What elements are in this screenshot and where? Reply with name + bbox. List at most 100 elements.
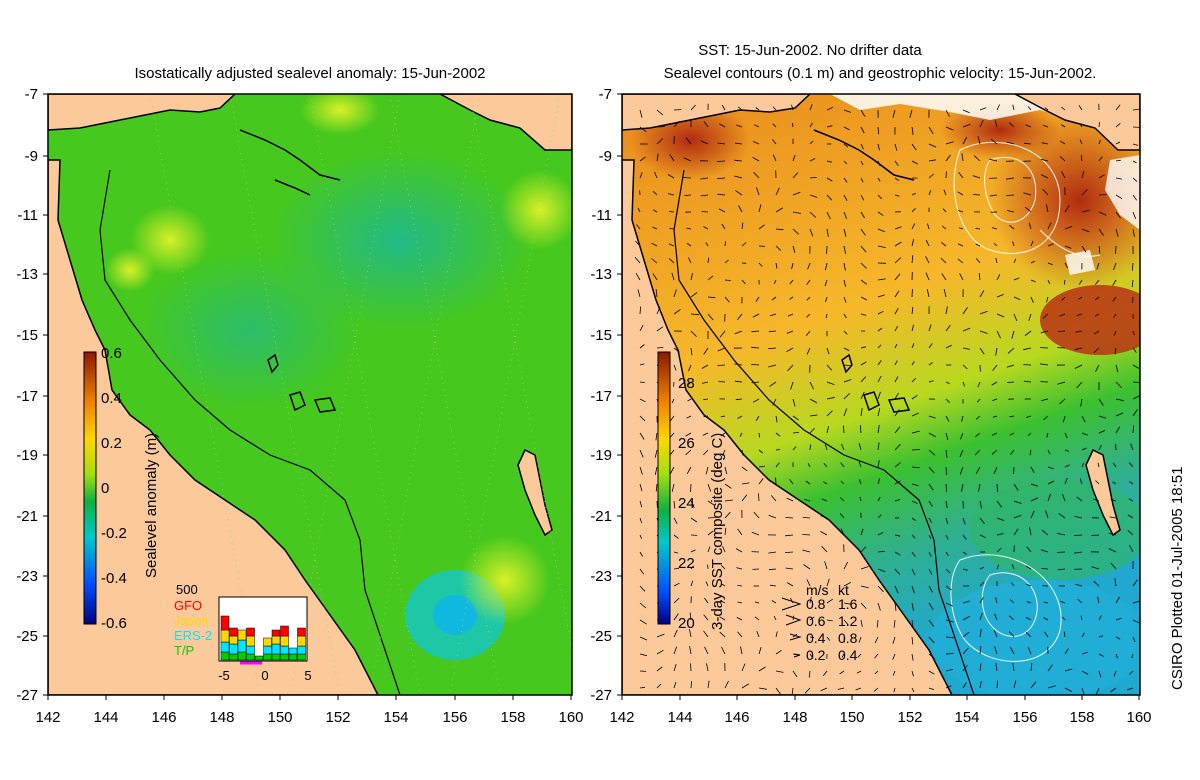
velocity-arrow (995, 663, 998, 672)
velocity-arrow (1095, 364, 1100, 372)
velocity-arrow (860, 313, 867, 316)
velocity-arrow (957, 243, 964, 247)
velocity-arrow (992, 398, 998, 401)
velocity-arrow (785, 551, 794, 553)
right-ytick: -7 (599, 86, 612, 103)
velocity-arrow (858, 460, 862, 468)
geostrophic-velocity-arrows (634, 103, 1140, 695)
left-ytick: -17 (16, 388, 38, 405)
velocity-arrow (651, 258, 658, 264)
velocity-arrow (979, 290, 985, 298)
velocity-arrow (690, 549, 696, 553)
velocity-arrow (1081, 462, 1085, 468)
velocity-arrow (707, 530, 714, 536)
velocity-arrow (1023, 347, 1032, 351)
left-ytick: -7 (25, 86, 38, 103)
velocity-arrow (1074, 364, 1083, 369)
velocity-arrow (756, 630, 760, 638)
velocity-arrow (809, 104, 813, 111)
velocity-arrow (1093, 347, 1100, 353)
velocity-arrow (1030, 483, 1039, 487)
velocity-arrow (1098, 653, 1104, 657)
inset-bar (297, 635, 306, 647)
velocity-arrow (843, 330, 848, 335)
velocity-arrow (962, 517, 966, 525)
left-axis-ticks (43, 93, 572, 700)
velocity-arrow (1045, 510, 1049, 519)
velocity-arrow (945, 534, 949, 540)
velocity-arrow (751, 381, 760, 384)
velocity-arrow (1076, 313, 1083, 316)
velocity-arrow (1129, 481, 1134, 485)
velocity-arrow (928, 190, 932, 196)
velocity-arrow (843, 177, 848, 183)
velocity-arrow (741, 683, 750, 689)
velocity-arrow (945, 126, 954, 131)
velocity-arrow (639, 449, 644, 458)
velocity-arrow (707, 483, 712, 492)
velocity-arrow (673, 582, 680, 587)
velocity-arrow (945, 109, 950, 117)
velocity-arrow (1030, 466, 1035, 473)
velocity-arrow (639, 500, 643, 508)
velocity-arrow (860, 245, 867, 253)
velocity-arrow (717, 364, 726, 366)
velocity-arrow (809, 596, 812, 604)
velocity-arrow (860, 143, 864, 150)
velocity-arrow (656, 138, 663, 145)
velocity-arrow (840, 462, 845, 468)
velocity-arrow (928, 534, 932, 539)
velocity-arrow (911, 208, 916, 213)
velocity-arrow (992, 415, 998, 418)
inset-xtick: 0 (261, 668, 268, 683)
velocity-arrow (962, 615, 970, 621)
inset-bar (229, 653, 238, 661)
velocity-arrow (809, 381, 814, 390)
velocity-arrow (1027, 432, 1032, 437)
velocity-arrow (773, 615, 777, 621)
velocity-arrow (911, 449, 921, 451)
velocity-arrow (1113, 262, 1117, 271)
velocity-arrow (637, 289, 641, 298)
velocity-arrow (911, 361, 915, 366)
velocity-arrow (735, 398, 743, 401)
velocity-arrow (945, 585, 952, 591)
velocity-arrow (893, 687, 896, 693)
velocity-arrow (758, 687, 767, 690)
velocity-arrow (1030, 279, 1036, 283)
velocity-arrow (1009, 599, 1015, 604)
velocity-arrow (877, 160, 881, 166)
velocity-arrow (860, 361, 867, 366)
velocity-arrow (843, 262, 846, 271)
velocity-arrow (775, 670, 784, 673)
velocity-arrow (1095, 687, 1100, 695)
inset-bar (220, 615, 230, 631)
velocity-arrow (639, 324, 644, 332)
velocity-arrow (673, 646, 678, 655)
velocity-arrow (1028, 222, 1032, 230)
velocity-arrow (656, 109, 664, 116)
velocity-arrow (1030, 497, 1039, 502)
velocity-arrow (1040, 330, 1049, 334)
velocity-arrow (769, 381, 777, 387)
velocity-arrow (775, 449, 781, 451)
velocity-arrow (752, 398, 760, 403)
velocity-arrow (751, 364, 760, 366)
velocity-arrow (1047, 480, 1055, 485)
velocity-arrow (1060, 124, 1066, 128)
velocity-arrow (928, 653, 935, 660)
velocity-arrow (684, 194, 692, 196)
velocity-arrow (993, 629, 998, 638)
velocity-arrow (1047, 222, 1052, 230)
velocity-arrow (1009, 432, 1015, 436)
left-ytick: -15 (16, 327, 38, 344)
velocity-arrow (843, 581, 852, 587)
velocity-arrow (1059, 398, 1066, 405)
inset-bar (229, 627, 238, 637)
velocity-arrow (1081, 245, 1087, 253)
velocity-arrow (894, 462, 901, 468)
velocity-arrow (792, 211, 801, 214)
velocity-arrow (1127, 514, 1134, 519)
velocity-arrow (1041, 568, 1049, 570)
velocity-arrow (806, 279, 811, 285)
